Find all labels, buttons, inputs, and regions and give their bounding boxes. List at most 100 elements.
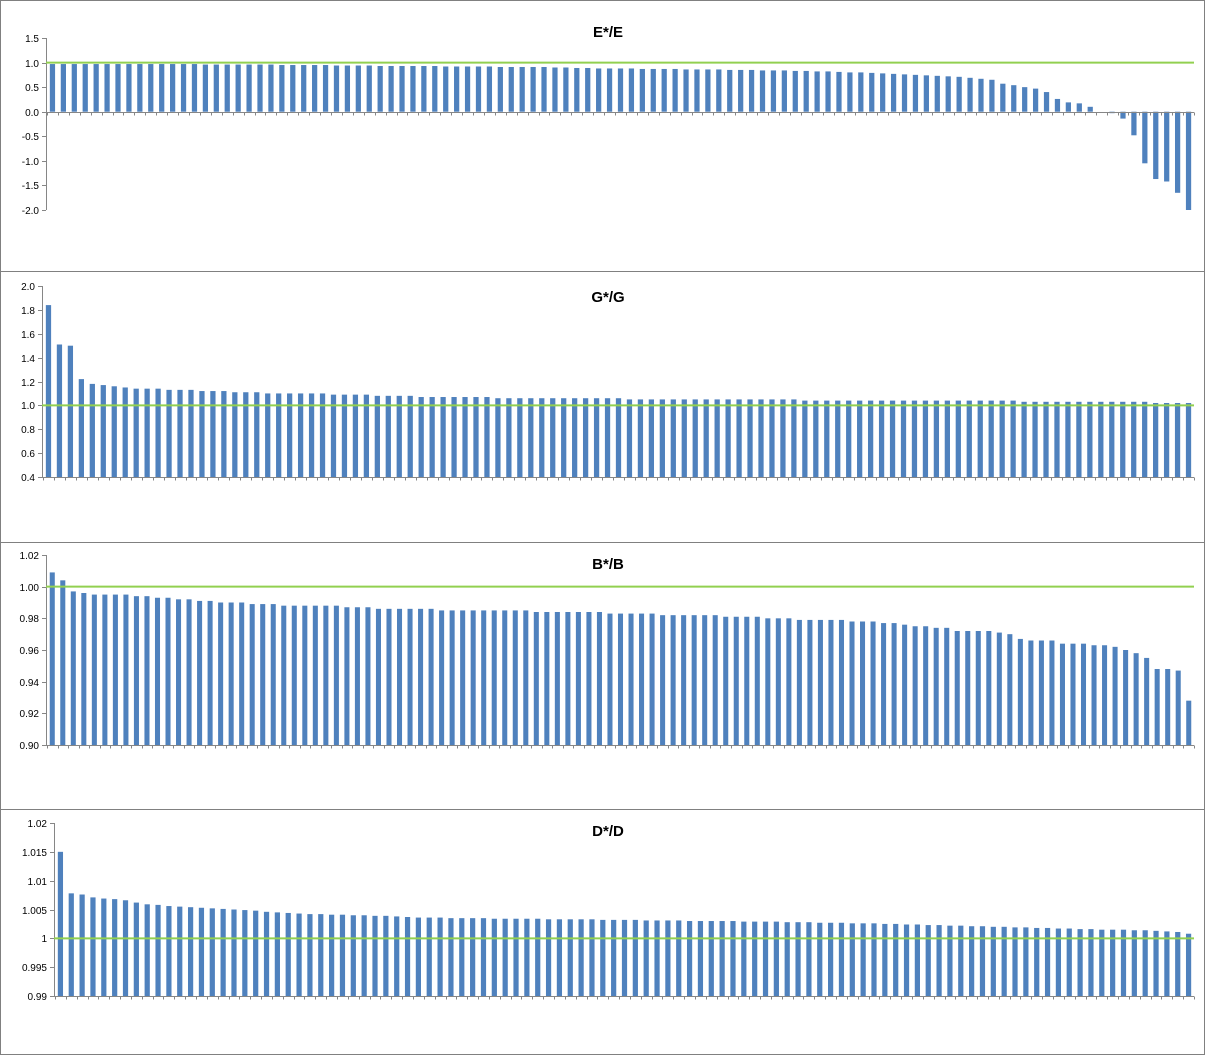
chart-title: G*/G — [591, 289, 624, 306]
y-tick-label: 2.0 — [21, 282, 35, 293]
bar-b-14 — [186, 599, 192, 745]
y-tick-label: 1.8 — [21, 306, 35, 317]
bar-g-46 — [539, 398, 545, 477]
y-tick-label: 0.4 — [21, 473, 35, 484]
bar-d-33 — [404, 917, 411, 996]
bar-d-94 — [1066, 928, 1072, 996]
bar-e-92 — [1043, 92, 1050, 112]
bar-b-10 — [144, 596, 150, 745]
bar-b-43 — [491, 610, 497, 745]
bar-d-3 — [79, 894, 85, 996]
bar-d-49 — [578, 919, 584, 996]
bar-e-41 — [486, 66, 493, 112]
bar-b-99 — [1080, 643, 1087, 745]
bar-e-6 — [104, 64, 110, 112]
bar-d-62 — [719, 921, 725, 996]
bar-g-55 — [637, 399, 644, 477]
bar-d-93 — [1055, 928, 1062, 996]
bar-d-67 — [773, 921, 779, 996]
bar-e-16 — [213, 64, 219, 112]
bar-g-43 — [506, 398, 512, 477]
chart-d-svg: D*/D 1.02 1.015 1.01 1.005 1 0.995 0.99 — [0, 809, 1205, 1055]
bar-e-7 — [115, 64, 121, 112]
bar-g-30 — [363, 394, 370, 477]
bar-b-2 — [60, 580, 66, 745]
bar-g-74 — [846, 400, 852, 477]
bar-g-47 — [550, 398, 556, 477]
bar-e-71 — [814, 71, 820, 112]
bar-d-61 — [708, 921, 714, 996]
bar-d-29 — [361, 915, 367, 996]
bar-e-29 — [355, 65, 361, 112]
bar-d-63 — [730, 921, 736, 996]
bar-e-78 — [890, 73, 897, 112]
bar-g-11 — [155, 388, 161, 477]
bar-e-51 — [596, 68, 602, 112]
bar-d-79 — [903, 924, 910, 996]
bar-b-24 — [291, 605, 297, 745]
bar-g-9 — [133, 388, 139, 477]
bar-d-89 — [1012, 927, 1018, 996]
bar-g-13 — [177, 389, 183, 477]
chart-border — [0, 542, 1205, 810]
bar-b-60 — [670, 615, 676, 745]
bar-e-73 — [836, 71, 842, 112]
bar-d-97 — [1099, 929, 1105, 996]
bar-b-64 — [712, 615, 718, 745]
bar-g-40 — [473, 397, 479, 477]
bar-g-17 — [221, 391, 227, 477]
bar-e-44 — [519, 66, 525, 112]
bar-e-43 — [508, 66, 514, 112]
bar-b-72 — [796, 619, 802, 745]
bar-g-16 — [210, 391, 216, 477]
y-tick-label: 1.0 — [25, 59, 39, 70]
bar-b-105 — [1144, 657, 1150, 745]
bar-b-15 — [197, 600, 203, 745]
bar-e-20 — [257, 64, 263, 112]
bar-g-14 — [188, 389, 194, 477]
bar-b-68 — [754, 616, 760, 745]
bar-e-89 — [1011, 85, 1017, 112]
bar-g-84 — [955, 400, 961, 477]
bar-b-5 — [91, 594, 97, 745]
bar-g-34 — [407, 395, 413, 477]
y-tick-label: 1.0 — [21, 401, 35, 412]
bar-d-83 — [947, 925, 953, 996]
bar-d-103 — [1164, 931, 1170, 996]
bar-e-54 — [628, 68, 635, 112]
bar-d-15 — [209, 908, 215, 996]
bar-b-26 — [312, 605, 318, 745]
bar-b-27 — [323, 605, 329, 745]
bar-e-75 — [858, 72, 864, 112]
bar-e-57 — [661, 68, 667, 112]
bar-g-57 — [659, 399, 665, 477]
bar-e-5 — [93, 64, 99, 112]
bar-e-36 — [432, 66, 438, 112]
bar-d-43 — [513, 918, 519, 996]
bar-b-16 — [207, 600, 213, 745]
bar-g-83 — [944, 400, 950, 477]
bar-d-78 — [893, 923, 899, 996]
bar-e-101 — [1142, 111, 1148, 164]
bar-b-94 — [1028, 640, 1034, 745]
bar-b-102 — [1112, 646, 1118, 745]
bar-b-23 — [281, 605, 287, 745]
bar-e-70 — [803, 70, 809, 112]
bar-g-93 — [1054, 401, 1060, 477]
bar-b-78 — [860, 621, 866, 745]
bar-b-93 — [1017, 638, 1023, 745]
bar-b-67 — [744, 616, 750, 745]
y-tick-label: 1 — [41, 934, 47, 945]
chart-panel-e: E*/E 1.5 1.0 0.5 0.0 -0.5 -1.0 -1.5 -2.0 — [0, 0, 1205, 272]
bar-g-36 — [429, 397, 435, 477]
bar-b-17 — [218, 602, 224, 745]
bar-g-38 — [451, 397, 457, 477]
bar-e-45 — [530, 66, 536, 112]
bar-d-45 — [535, 918, 541, 996]
bar-b-90 — [986, 631, 992, 745]
bar-d-54 — [632, 919, 638, 996]
bar-g-71 — [813, 400, 819, 477]
bar-e-66 — [759, 70, 766, 112]
bar-g-29 — [352, 394, 359, 477]
